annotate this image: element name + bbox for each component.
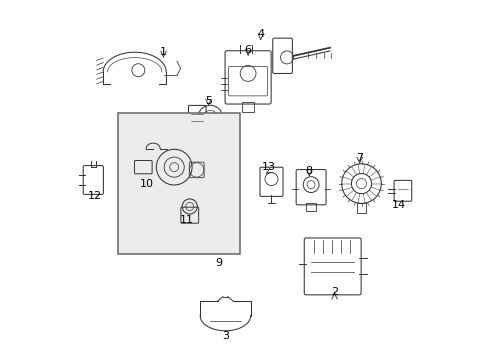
Text: 7: 7 bbox=[355, 153, 363, 163]
Text: 11: 11 bbox=[180, 215, 194, 225]
Text: 1: 1 bbox=[160, 47, 167, 57]
Text: 4: 4 bbox=[257, 29, 264, 39]
Text: 6: 6 bbox=[244, 45, 251, 55]
Text: 14: 14 bbox=[391, 200, 406, 210]
Text: 9: 9 bbox=[215, 258, 223, 268]
Text: 10: 10 bbox=[140, 179, 154, 189]
Text: 8: 8 bbox=[305, 166, 312, 176]
Text: 12: 12 bbox=[88, 191, 102, 201]
Text: 3: 3 bbox=[222, 330, 229, 341]
Text: 5: 5 bbox=[204, 96, 212, 106]
Text: 13: 13 bbox=[262, 162, 275, 172]
Text: 2: 2 bbox=[330, 287, 337, 297]
Bar bbox=[118, 113, 240, 254]
